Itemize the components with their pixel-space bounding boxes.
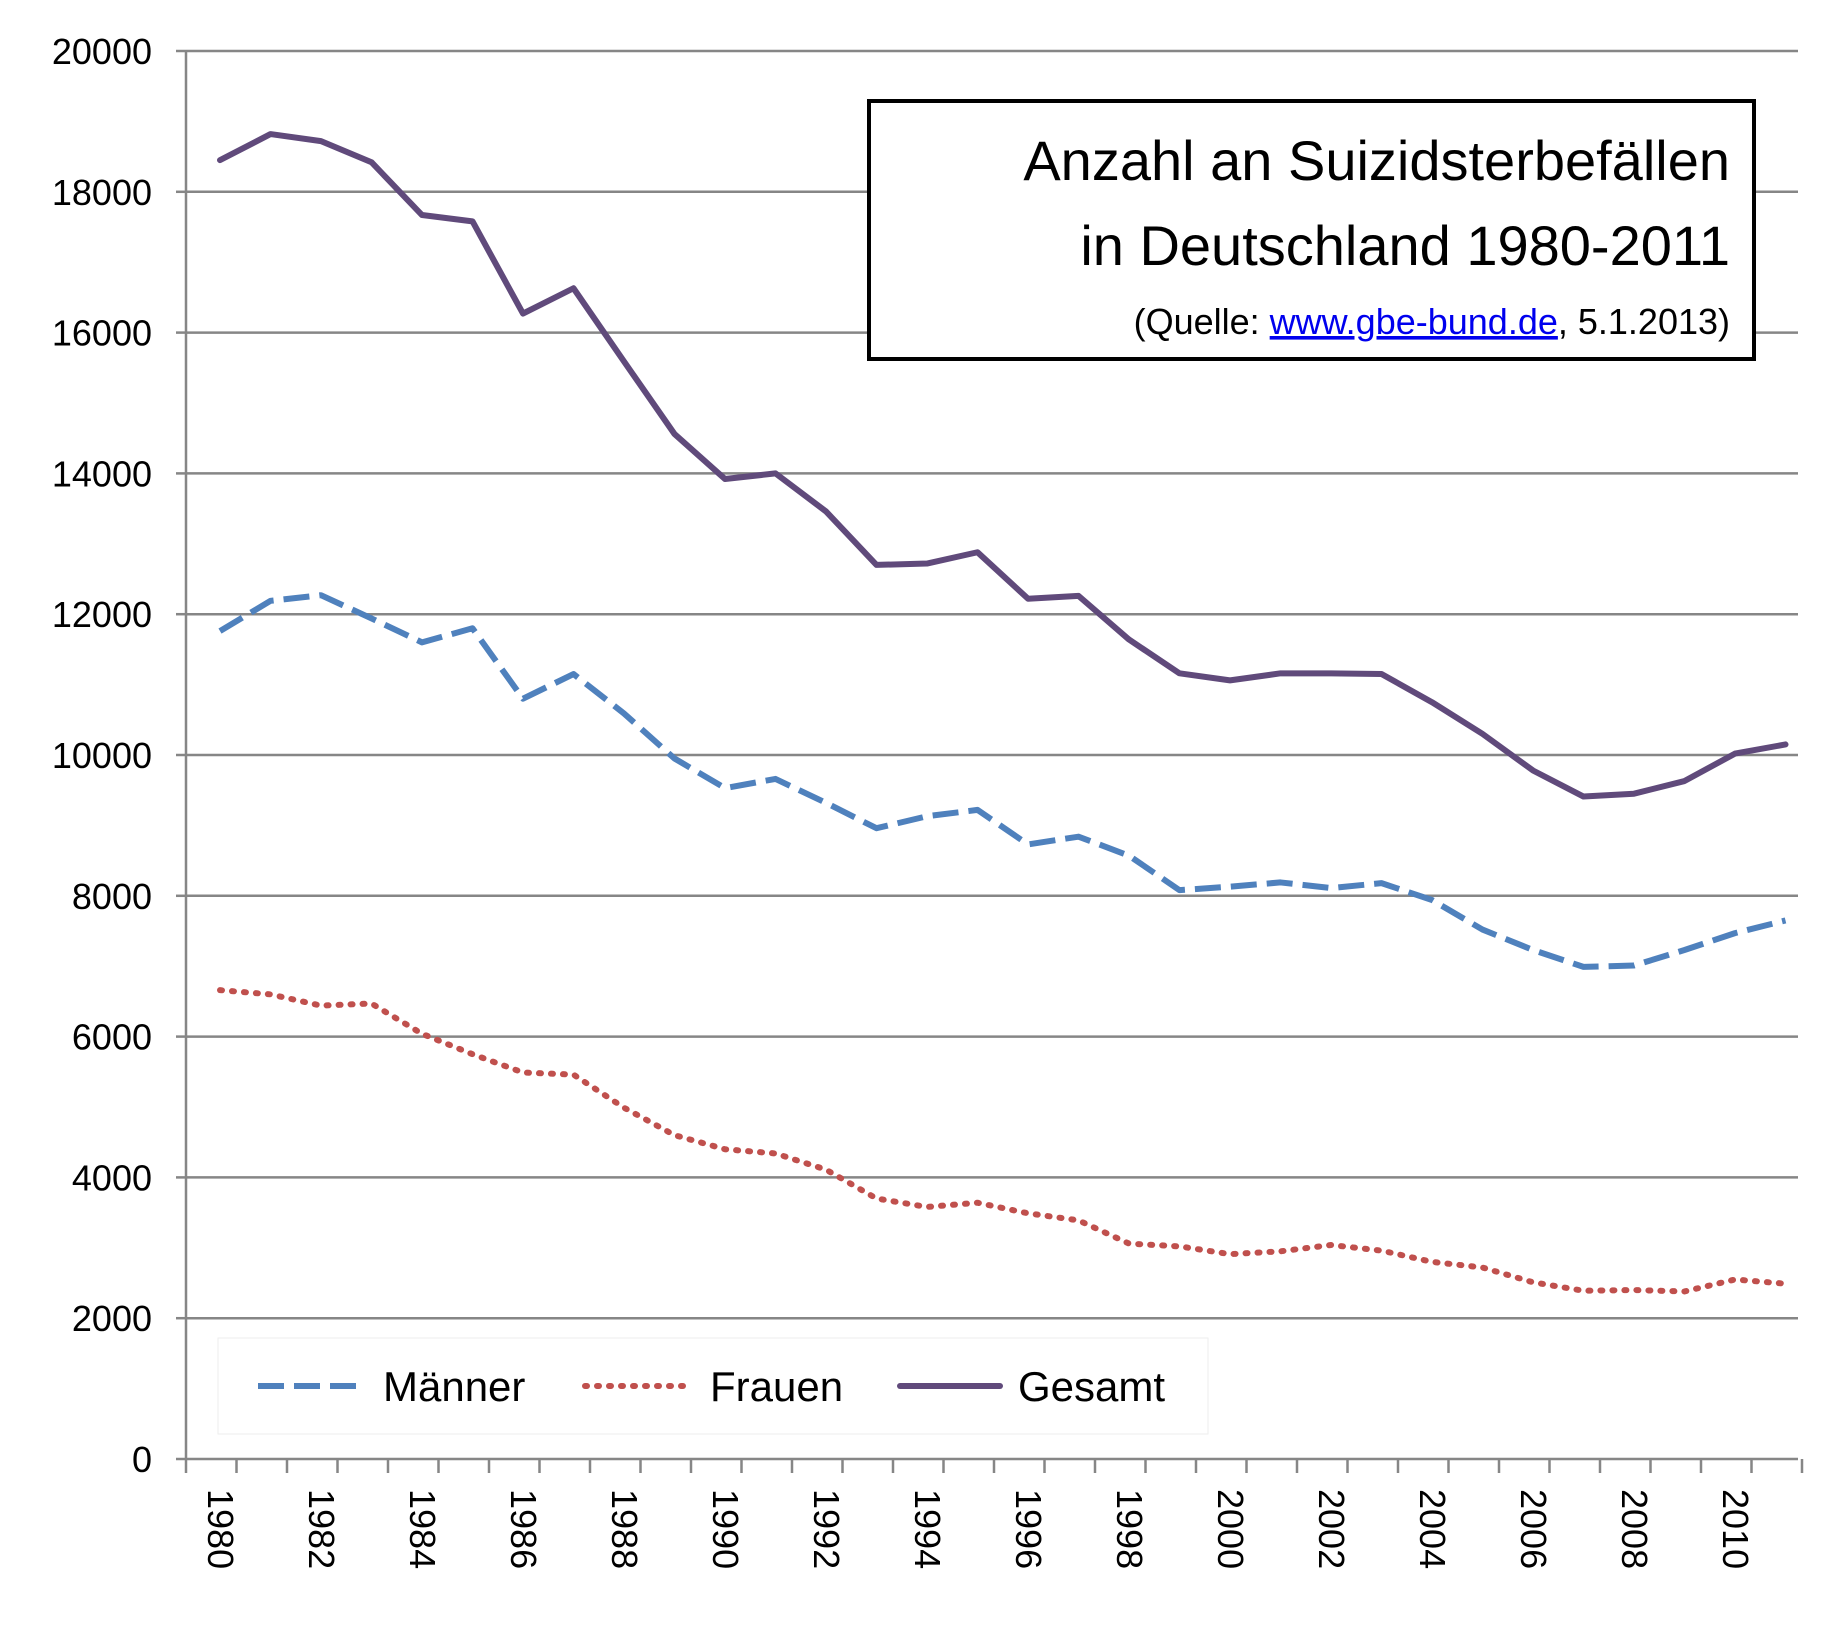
legend-box	[217, 1337, 1209, 1435]
axes	[176, 49, 1804, 1473]
x-tick-label: 1986	[503, 1489, 544, 1569]
y-tick-label: 8000	[72, 876, 152, 917]
x-tick-label: 2004	[1412, 1489, 1453, 1569]
x-tick-label: 1980	[200, 1489, 241, 1569]
x-tick-label: 2002	[1311, 1489, 1352, 1569]
y-tick-label: 4000	[72, 1157, 152, 1198]
x-tick-label: 1984	[402, 1489, 443, 1569]
x-axis-tick-labels: 1980 1982 1984 1986 1988 1990 1992 1994 1996 1998…	[200, 1489, 1756, 1569]
y-tick-label: 0	[132, 1439, 152, 1480]
source-prefix: (Quelle:	[1134, 301, 1270, 342]
x-tick-label: 2000	[1210, 1489, 1251, 1569]
x-tick-label: 2006	[1513, 1489, 1554, 1569]
x-tick-label: 2008	[1614, 1489, 1655, 1569]
legend-label-gesamt: Gesamt	[1018, 1363, 1165, 1410]
series-line-gesamt	[217, 131, 1789, 800]
series-line-maenner	[218, 592, 1787, 970]
y-tick-label: 2000	[72, 1298, 152, 1339]
x-tick-label: 1988	[604, 1489, 645, 1569]
x-tick-label: 1998	[1109, 1489, 1150, 1569]
x-tick-label: 1992	[806, 1489, 847, 1569]
x-tick-label: 1994	[907, 1489, 948, 1569]
series-lines	[217, 131, 1789, 1295]
y-tick-label: 20000	[52, 31, 152, 72]
y-tick-label: 18000	[52, 172, 152, 213]
legend: Männer Frauen Gesamt	[217, 1337, 1209, 1435]
series-line-frauen	[217, 987, 1789, 1295]
y-tick-label: 12000	[52, 594, 152, 635]
y-tick-label: 10000	[52, 735, 152, 776]
x-tick-label: 2010	[1715, 1489, 1756, 1569]
x-tick-label: 1996	[1008, 1489, 1049, 1569]
y-tick-label: 14000	[52, 453, 152, 494]
legend-label-frauen: Frauen	[710, 1363, 843, 1410]
legend-label-maenner: Männer	[383, 1363, 525, 1410]
chart-title-line-1: Anzahl an Suizidsterbefällen	[1023, 129, 1730, 192]
title-box-border	[867, 99, 1756, 361]
y-tick-label: 6000	[72, 1017, 152, 1058]
x-tick-label: 1982	[301, 1489, 342, 1569]
source-link[interactable]: www.gbe-bund.de	[1269, 301, 1558, 342]
y-axis-tick-labels: 0 2000 4000 6000 8000 10000 12000 14000 16000 180…	[52, 31, 152, 1480]
y-tick-label: 16000	[52, 313, 152, 354]
chart-title-line-2: in Deutschland 1980-2011	[1080, 214, 1730, 277]
x-tick-label: 1990	[705, 1489, 746, 1569]
title-box: Anzahl an Suizidsterbefällen in Deutschl…	[867, 99, 1756, 361]
source-suffix: , 5.1.2013)	[1558, 301, 1730, 342]
source-note: (Quelle: www.gbe-bund.de, 5.1.2013)	[1134, 301, 1730, 342]
